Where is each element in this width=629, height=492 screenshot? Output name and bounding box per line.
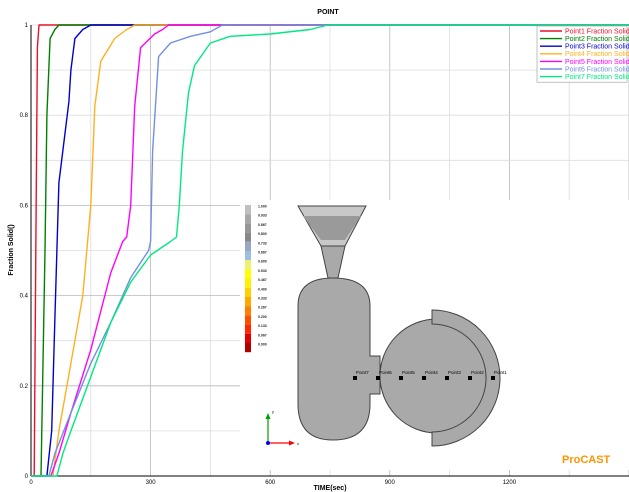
y-tick-label: 0	[25, 474, 29, 480]
axes	[30, 25, 629, 477]
legend-entry: Point4 Fraction Solid	[565, 51, 629, 58]
tick-labels: 0 300 600 900 1200 0 0.2 0.4 0.6 0.8 1	[20, 23, 517, 486]
colorbar-label: 0.133	[258, 324, 267, 328]
colorbar-swatch	[245, 343, 251, 353]
pouring-cup-metal	[303, 216, 361, 240]
probe-label: Point1	[494, 370, 507, 375]
colorbar-swatch	[245, 232, 251, 242]
origin-marker-icon	[266, 441, 270, 445]
legend-entry: Point6 Fraction Solid	[565, 66, 629, 73]
colorbar-swatch	[245, 278, 251, 288]
colorbar-label: 0.800	[258, 232, 267, 236]
axis-triad: y x	[265, 409, 299, 446]
probe-marker	[445, 376, 449, 380]
probe-marker	[491, 376, 495, 380]
colorbar-label: 0.400	[258, 287, 267, 291]
x-tick-label: 300	[146, 480, 157, 486]
procast-logo: ProCAST	[562, 454, 611, 466]
colorbar-label: 0.867	[258, 223, 267, 227]
series-line	[31, 24, 629, 477]
colorbar-label: 0.000	[258, 343, 267, 347]
legend-entry: Point3 Fraction Solid	[565, 44, 629, 51]
colorbar-swatch	[245, 306, 251, 316]
colorbar-swatch	[245, 241, 251, 251]
probe-marker	[468, 376, 472, 380]
colorbar-swatch	[245, 333, 251, 343]
series-line	[31, 24, 629, 477]
colorbar-label: 0.467	[258, 278, 267, 282]
colorbar-swatch	[245, 214, 251, 224]
y-axis-label: Fraction Solid()	[8, 224, 15, 275]
probe-label: Point2	[471, 370, 484, 375]
legend-entry: Point1 Fraction Solid	[565, 28, 629, 35]
legend-entry: Point2 Fraction Solid	[565, 36, 629, 43]
legend-entry: Point5 Fraction Solid	[565, 59, 629, 66]
probe-marker	[422, 376, 426, 380]
colorbar-swatch	[245, 297, 251, 307]
y-tick-label: 0.8	[20, 113, 29, 119]
riser	[297, 277, 381, 441]
series-line	[31, 24, 629, 477]
colorbar-label: 0.267	[258, 306, 267, 310]
x-tick-label: 0	[29, 480, 33, 486]
x-tick-label: 900	[385, 480, 396, 486]
probe-marker	[399, 376, 403, 380]
probe-points: Point7 Point6 Point5 Point4 Point3 Point2 Poin…	[353, 370, 507, 380]
y-tick-label: 0.4	[20, 294, 29, 300]
mold-shell	[431, 309, 501, 447]
colorbar-label: 0.600	[258, 260, 267, 264]
colorbar-label: 0.333	[258, 297, 267, 301]
colorbar-swatch	[245, 269, 251, 279]
colorbar-label: 0.533	[258, 269, 267, 273]
y-tick-label: 1	[25, 23, 29, 29]
colorbar-swatch	[245, 223, 251, 233]
series-lines	[31, 24, 629, 477]
series-line	[31, 24, 629, 477]
y-arrow-icon	[265, 413, 271, 419]
x-tick-label: 600	[265, 480, 276, 486]
probe-label: Point7	[356, 370, 369, 375]
x-axis-label: TIME(sec)	[313, 485, 346, 492]
y-tick-label: 0.6	[20, 203, 29, 209]
probe-label: Point4	[425, 370, 438, 375]
probe-marker	[376, 376, 380, 380]
chart-title: POINT	[317, 9, 339, 16]
triad-x-label: x	[297, 441, 299, 446]
series-line	[31, 24, 629, 477]
colorbar-label: 0.933	[258, 214, 267, 218]
colorbar-swatch	[245, 260, 251, 270]
colorbar-label: 0.200	[258, 315, 267, 319]
y-tick-label: 0.2	[20, 384, 29, 390]
probe-label: Point3	[448, 370, 461, 375]
probe-label: Point5	[402, 370, 415, 375]
x-tick-label: 1200	[503, 480, 517, 486]
colorbar: 1.000 0.933 0.867 0.800 0.733 0.667 0.600 0.533…	[245, 205, 267, 353]
x-arrow-icon	[289, 440, 295, 446]
triad-y-label: y	[272, 409, 274, 414]
probe-marker	[353, 376, 357, 380]
colorbar-swatch	[245, 251, 251, 261]
colorbar-label: 0.067	[258, 333, 267, 337]
colorbar-swatch	[245, 205, 251, 215]
probe-label: Point6	[379, 370, 392, 375]
colorbar-swatch	[245, 315, 251, 325]
casting-model-inset: 1.000 0.933 0.867 0.800 0.733 0.667 0.600 0.533…	[240, 200, 629, 470]
colorbar-label: 1.000	[258, 205, 267, 209]
colorbar-swatch	[245, 287, 251, 297]
colorbar-label: 0.667	[258, 251, 267, 255]
colorbar-swatch	[245, 324, 251, 334]
legend-entry: Point7 Fraction Solid	[565, 74, 629, 81]
colorbar-label: 0.733	[258, 241, 267, 245]
